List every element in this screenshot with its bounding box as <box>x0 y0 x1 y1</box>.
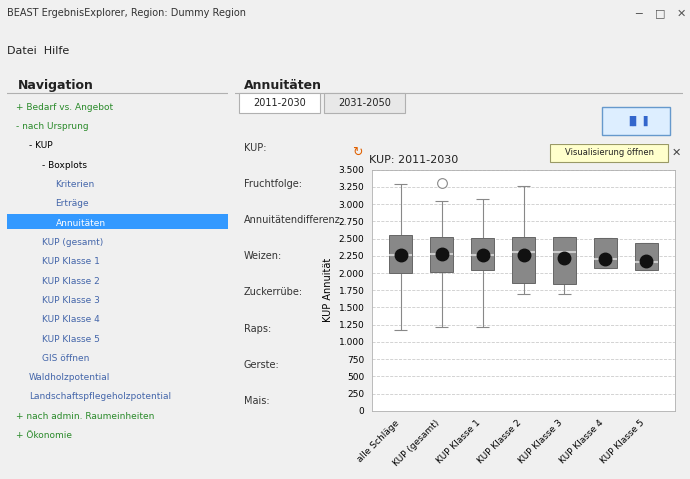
Text: Annuitätendifferenz:: Annuitätendifferenz: <box>244 215 344 225</box>
Text: Visualisierung öffnen: Visualisierung öffnen <box>565 148 654 157</box>
Text: ─: ─ <box>635 9 642 18</box>
Text: ↻: ↻ <box>352 146 362 160</box>
Text: Zuckerrübe:: Zuckerrübe: <box>244 287 303 297</box>
Text: + nach admin. Raumeinheiten: + nach admin. Raumeinheiten <box>16 412 154 421</box>
Text: - nach Ursprung: - nach Ursprung <box>16 122 88 131</box>
Text: □: □ <box>656 9 666 18</box>
Text: Kriterien: Kriterien <box>55 180 95 189</box>
Text: Fruchtfolge:: Fruchtfolge: <box>244 179 302 189</box>
Text: ▐▌▐: ▐▌▐ <box>624 116 647 126</box>
Bar <box>594 238 617 268</box>
Text: KUP:: KUP: <box>244 143 266 152</box>
Text: Annuitäten: Annuitäten <box>244 79 322 92</box>
Text: + Ökonomie: + Ökonomie <box>16 431 72 440</box>
Text: BEAST ErgebnisExplorer, Region: Dummy Region: BEAST ErgebnisExplorer, Region: Dummy Re… <box>7 9 246 18</box>
Bar <box>431 237 453 273</box>
Text: Gerste:: Gerste: <box>244 360 279 370</box>
Text: - KUP: - KUP <box>29 141 52 150</box>
Text: KUP (gesamt): KUP (gesamt) <box>42 238 104 247</box>
Text: + Bedarf vs. Angebot: + Bedarf vs. Angebot <box>16 103 113 112</box>
Text: KUP Klasse 4: KUP Klasse 4 <box>42 315 100 324</box>
Bar <box>553 237 575 284</box>
Text: Navigation: Navigation <box>18 79 94 92</box>
FancyBboxPatch shape <box>602 107 669 136</box>
Text: KUP Klasse 1: KUP Klasse 1 <box>42 257 100 266</box>
Text: 2031-2050: 2031-2050 <box>338 98 391 108</box>
Text: Weizen:: Weizen: <box>244 251 282 261</box>
Text: KUP: 2011-2030: KUP: 2011-2030 <box>368 155 458 165</box>
Text: Annuitäten: Annuitäten <box>55 219 106 228</box>
Text: Erträge: Erträge <box>55 199 89 208</box>
Text: ✕: ✕ <box>676 9 686 18</box>
Text: KUP Klasse 2: KUP Klasse 2 <box>42 276 100 285</box>
Text: KUP Klasse 5: KUP Klasse 5 <box>42 334 100 343</box>
FancyBboxPatch shape <box>7 214 228 229</box>
Text: Waldholzpotential: Waldholzpotential <box>29 373 110 382</box>
FancyBboxPatch shape <box>551 144 669 161</box>
Text: KUP Klasse 3: KUP Klasse 3 <box>42 296 100 305</box>
FancyBboxPatch shape <box>239 93 320 114</box>
Text: 2011-2030: 2011-2030 <box>253 98 306 108</box>
Text: Raps:: Raps: <box>244 324 270 333</box>
Text: Mais:: Mais: <box>244 396 269 406</box>
Text: Landschaftspflegeholzpotential: Landschaftspflegeholzpotential <box>29 392 171 401</box>
Text: Datei  Hilfe: Datei Hilfe <box>7 46 69 57</box>
FancyBboxPatch shape <box>324 93 405 114</box>
Bar <box>512 237 535 283</box>
Text: GIS öffnen: GIS öffnen <box>42 354 90 363</box>
Text: - Boxplots: - Boxplots <box>42 161 87 170</box>
Y-axis label: KUP Annuität: KUP Annuität <box>323 258 333 322</box>
Bar <box>635 243 658 270</box>
Bar <box>389 235 412 273</box>
Bar <box>471 238 494 270</box>
Text: ✕: ✕ <box>672 148 682 158</box>
